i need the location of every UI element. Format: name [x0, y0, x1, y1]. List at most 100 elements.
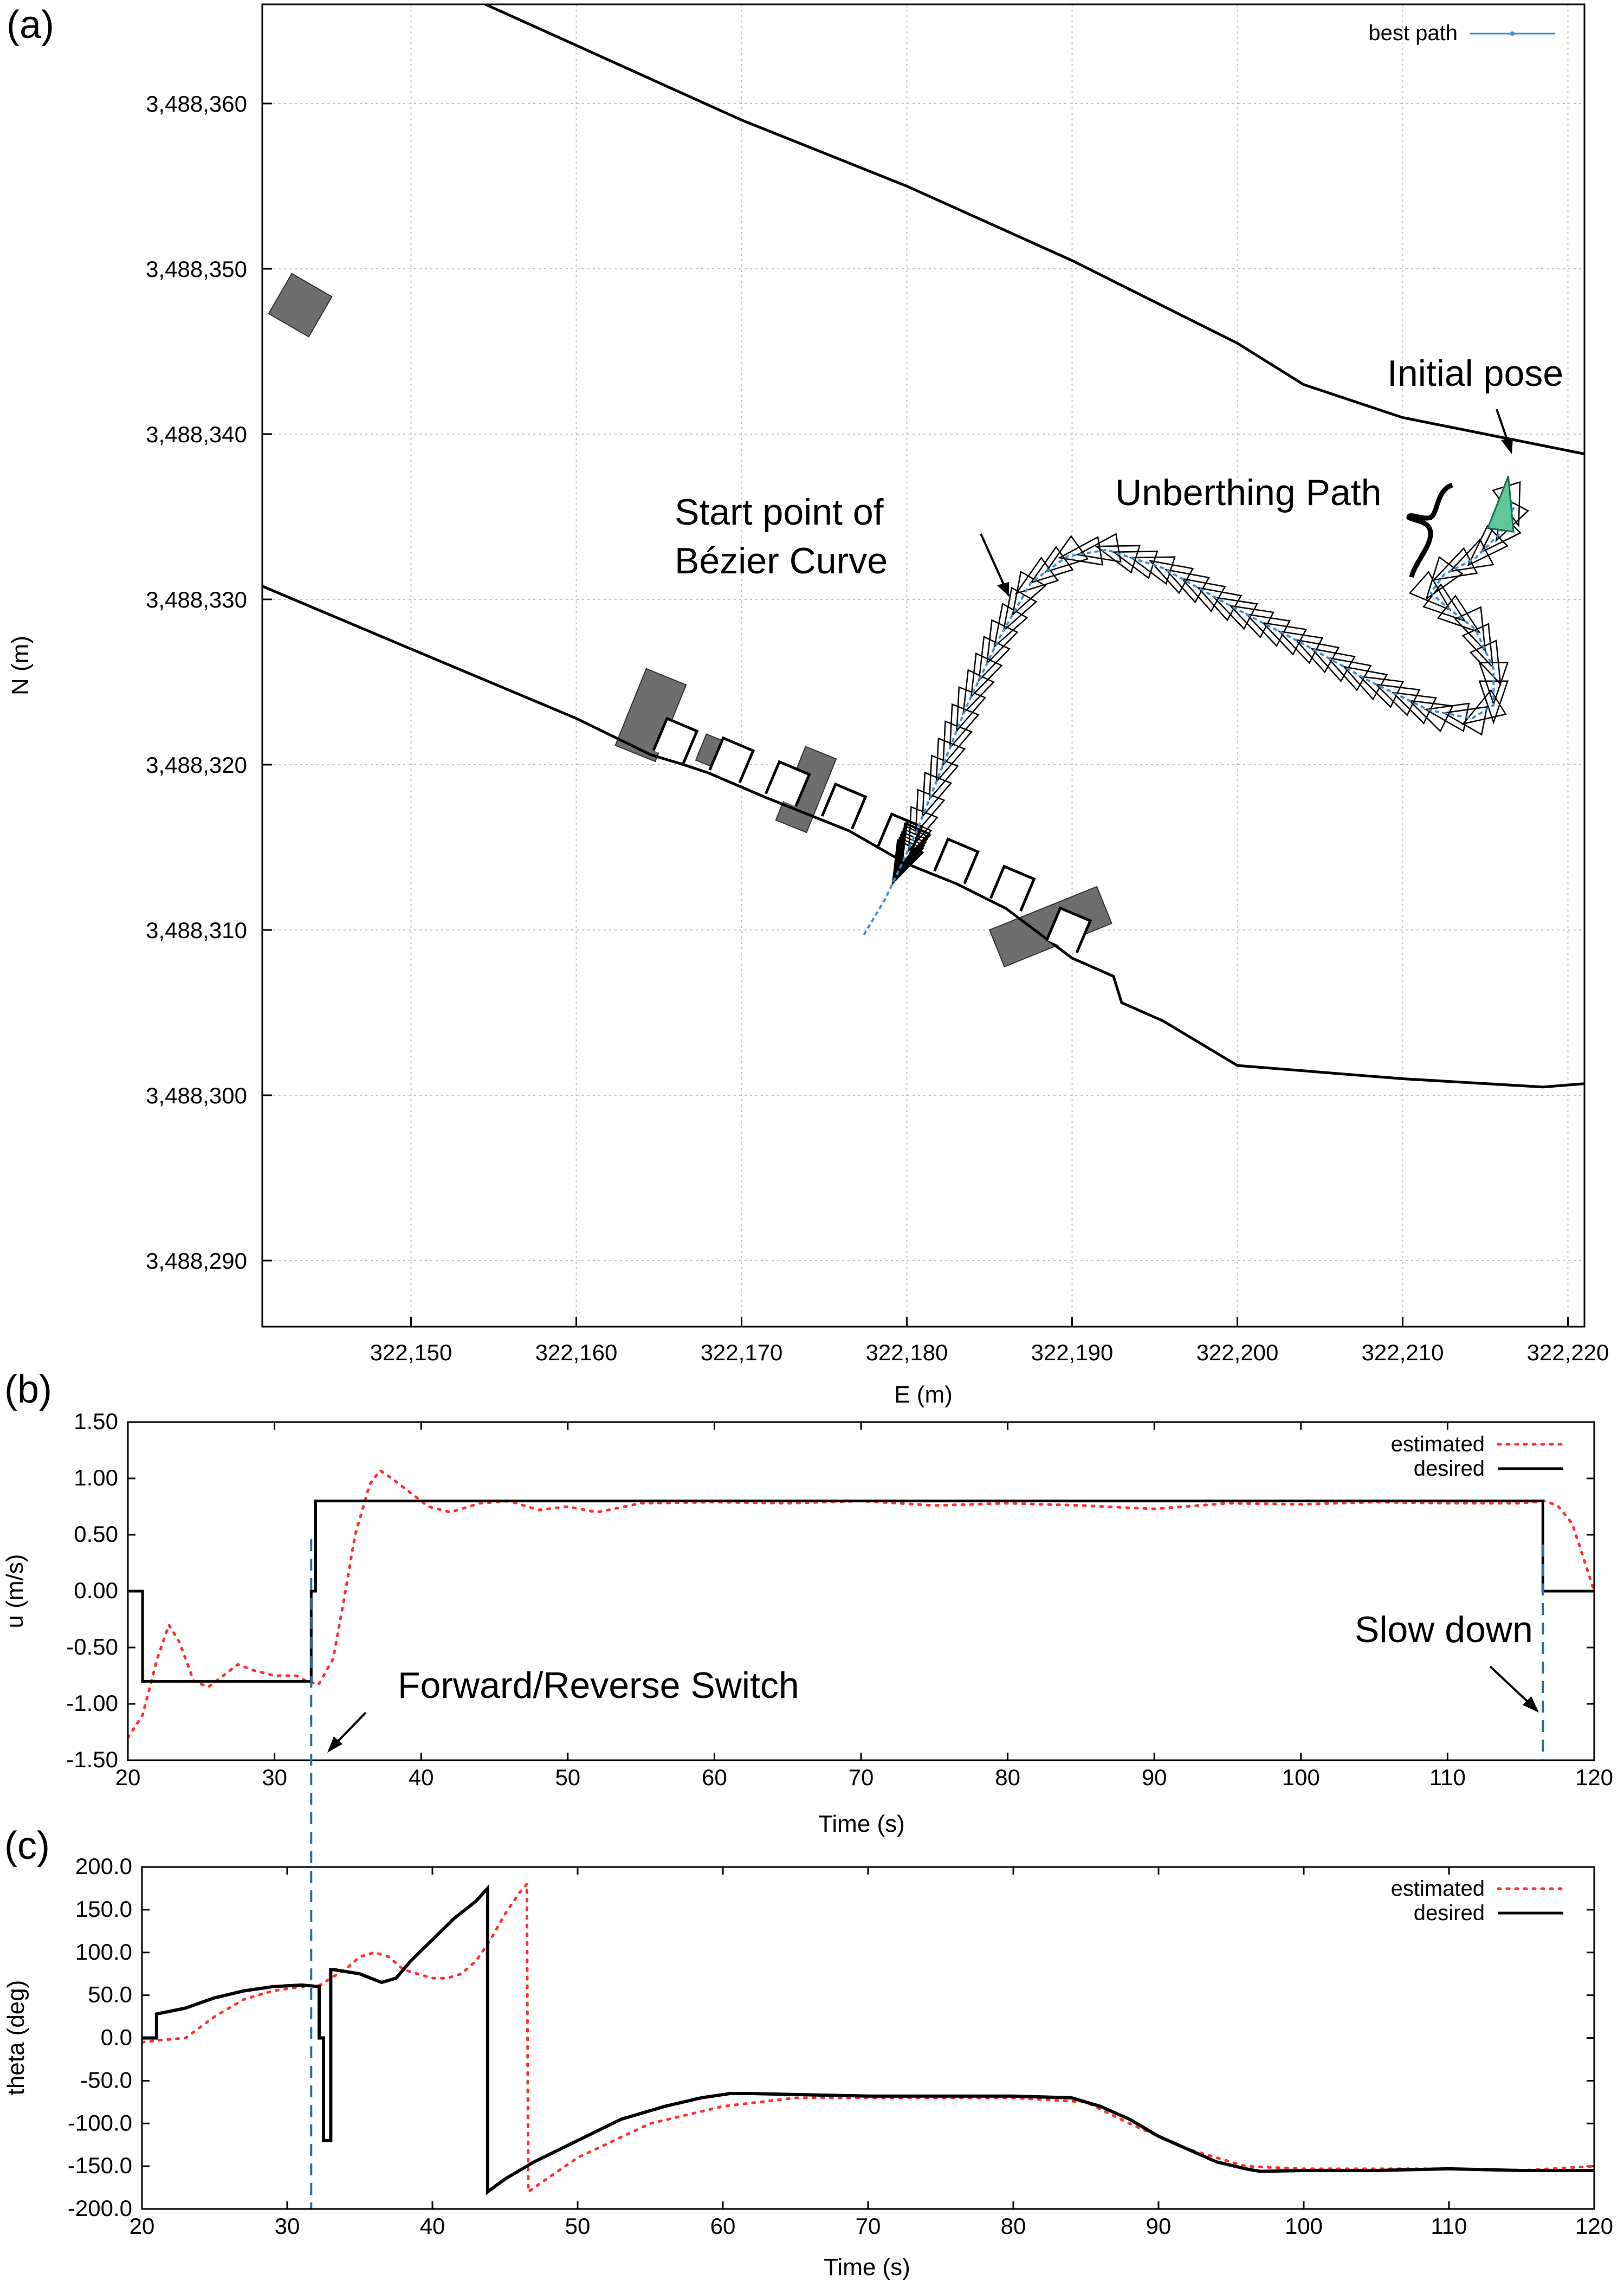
panel-c-y-ticks: -200.0 -150.0 -100.0 -50.0 0.0 50.0 100.0 150.0…	[68, 1853, 1594, 2221]
x-tick-label: 322,190	[1031, 1340, 1114, 1365]
panel-a-x-ticks: 322,150 322,160 322,170 322,180 322,190 322,2…	[370, 1317, 1609, 1365]
x-tick-label: 50	[555, 1765, 580, 1790]
x-tick-label: 70	[849, 1765, 874, 1790]
berth-slip-outline	[989, 864, 1036, 912]
legend-b-estimated-label: estimated	[1391, 1432, 1485, 1456]
vessel-pose-triangle	[1044, 535, 1089, 573]
berth-slip	[989, 864, 1036, 912]
vessel-pose	[1478, 680, 1509, 725]
y-tick-label: 150.0	[75, 1896, 132, 1922]
vessel-pose-triangle	[1422, 583, 1467, 623]
vessel-pose	[1408, 571, 1452, 611]
speed-estimated-line	[128, 1469, 1594, 1739]
x-tick-label: 90	[1146, 2213, 1172, 2239]
y-tick-label: -200.0	[68, 2195, 132, 2221]
x-tick-label: 80	[1001, 2213, 1026, 2239]
legend-c-estimated-label: estimated	[1391, 1877, 1485, 1901]
vessel-pose-triangle	[1002, 586, 1038, 632]
obstacles	[268, 273, 1112, 968]
x-tick-label: 40	[409, 1765, 434, 1790]
heading-desired-line	[142, 1884, 1594, 2195]
vessel-pose	[1180, 578, 1226, 612]
vessel-pose-triangles	[891, 481, 1530, 886]
quay-line	[262, 585, 1584, 1089]
x-tick-label: 322,180	[866, 1340, 948, 1365]
berth-slip	[652, 716, 699, 764]
y-tick-label: 3,488,340	[146, 422, 247, 447]
vessel-pose-triangle	[1326, 656, 1372, 692]
initial-pose-arrowhead	[1501, 438, 1513, 454]
vessel-pose-triangle	[1057, 535, 1104, 566]
panel-a-y-ticks: 3,488,290 3,488,300 3,488,310 3,488,320 3,48…	[146, 91, 272, 1274]
vessel-pose-triangle	[1212, 596, 1258, 630]
heading-estimated-line	[142, 1880, 1594, 2195]
y-tick-label: 0.50	[74, 1521, 118, 1547]
vessel-pose-triangle	[1437, 595, 1481, 634]
vessel-pose	[1374, 683, 1421, 716]
vessel-pose-triangle	[897, 828, 928, 874]
y-tick-label: 3,488,360	[146, 91, 247, 117]
y-tick-label: -0.50	[66, 1634, 118, 1659]
berth-slip	[820, 782, 868, 830]
slow-down-arrow	[1489, 1665, 1535, 1708]
vessel-pose-triangle	[949, 703, 980, 750]
x-tick-label: 100	[1285, 2213, 1323, 2239]
x-tick-label: 80	[995, 1765, 1020, 1790]
vessel-pose	[949, 703, 980, 750]
y-tick-label: 100.0	[75, 1939, 132, 1965]
y-tick-label: 3,488,330	[146, 587, 247, 612]
berth-slip	[708, 736, 755, 784]
vessel-pose-triangle	[1261, 622, 1308, 656]
vessel-pose	[1407, 700, 1454, 733]
berth-slip-outline	[764, 760, 811, 807]
vessel-pose-triangle	[1461, 689, 1507, 725]
panel-b-legend: estimated desired	[1391, 1432, 1565, 1481]
vessel-pose	[1293, 638, 1340, 674]
legend-c-desired-label: desired	[1414, 1901, 1485, 1925]
vessel-pose	[900, 822, 931, 868]
x-tick-label: 110	[1429, 1765, 1466, 1790]
y-tick-label: 3,488,290	[146, 1248, 247, 1274]
vessel-pose-triangle	[1425, 555, 1464, 600]
x-tick-label: 30	[275, 2213, 300, 2239]
berth-slip	[933, 837, 980, 884]
panel-a-frame	[261, 3, 1586, 1328]
berth-slip-outline	[820, 782, 868, 830]
y-tick-label: 1.50	[74, 1409, 118, 1434]
vessel-pose-triangle	[935, 737, 966, 784]
annotation-start-point-line2: Bézier Curve	[675, 540, 888, 582]
vessel-pose-triangle	[1448, 538, 1494, 573]
vessel-pose	[1094, 545, 1141, 574]
annotation-initial-pose: Initial pose	[1387, 353, 1563, 394]
x-tick-label: 90	[1142, 1765, 1167, 1790]
y-tick-label: 1.00	[74, 1465, 118, 1490]
legend-best-path-label: best path	[1368, 21, 1458, 45]
x-tick-label: 60	[710, 2213, 736, 2239]
panel-b-label: (b)	[4, 1368, 52, 1411]
annotation-start-point-line1: Start point of	[675, 492, 884, 533]
vessel-pose-triangle	[1374, 683, 1421, 716]
annotation-forward-reverse: Forward/Reverse Switch	[398, 1665, 799, 1706]
vessel-pose-triangle	[922, 771, 953, 818]
panel-c-label: (c)	[4, 1824, 50, 1868]
panel-a-ylabel: N (m)	[7, 636, 34, 695]
berth-slip	[764, 760, 811, 807]
obstacle-vessel	[988, 886, 1112, 968]
panel-a-map: (a) 322,150 322,160 322,170 322,180 322,190 3…	[7, 3, 1609, 1408]
panel-a-xlabel: E (m)	[894, 1381, 953, 1408]
x-tick-label: 30	[262, 1765, 287, 1790]
panel-b-y-ticks: -1.50 -1.00 -0.50 0.00 0.50 1.00 1.50	[66, 1409, 1594, 1772]
vessel-pose-triangle	[1454, 606, 1486, 652]
vessel-pose	[1212, 596, 1258, 630]
panel-c-legend: estimated desired	[1391, 1877, 1565, 1925]
legend-b-desired-label: desired	[1414, 1457, 1485, 1481]
berth-slip-outline	[1045, 906, 1092, 953]
speed-desired-line	[128, 1500, 1594, 1683]
panel-c-frame	[141, 1866, 1595, 2210]
x-tick-label: 50	[565, 2213, 591, 2239]
vessel-pose-triangle	[893, 836, 924, 883]
annotation-slow-down: Slow down	[1355, 1609, 1533, 1650]
forward-reverse-arrowhead	[327, 1736, 342, 1753]
vessel-pose-triangle	[1293, 638, 1340, 674]
vessel-pose-triangle	[1461, 623, 1494, 669]
